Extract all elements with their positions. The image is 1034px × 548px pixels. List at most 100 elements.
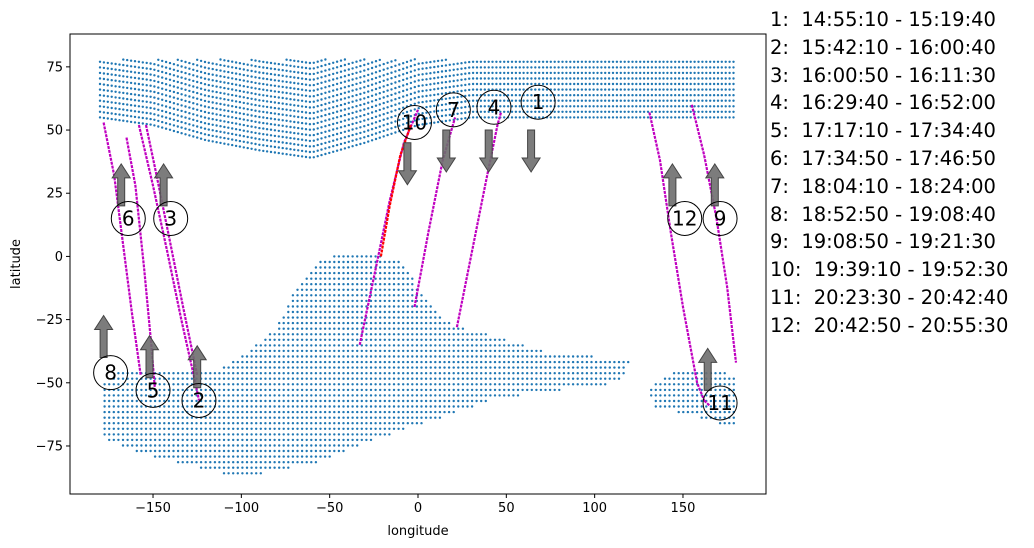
data-dot bbox=[163, 427, 166, 430]
data-dot bbox=[319, 271, 322, 275]
data-dot bbox=[549, 60, 552, 63]
track-7 bbox=[413, 117, 457, 308]
data-dot bbox=[351, 388, 354, 392]
data-dot bbox=[277, 68, 280, 71]
data-dot bbox=[388, 260, 391, 264]
data-dot bbox=[264, 422, 267, 425]
data-dot bbox=[411, 327, 414, 330]
data-dot bbox=[176, 449, 180, 453]
data-dot bbox=[585, 372, 589, 375]
data-dot bbox=[429, 405, 432, 408]
data-dot bbox=[278, 327, 281, 330]
data-dot bbox=[709, 71, 712, 75]
data-dot bbox=[388, 327, 391, 330]
data-dot bbox=[184, 71, 187, 75]
data-dot bbox=[723, 394, 726, 397]
data-dot bbox=[409, 59, 413, 62]
data-dot bbox=[369, 394, 373, 397]
data-dot bbox=[415, 410, 419, 414]
data-dot bbox=[383, 399, 386, 403]
data-dot bbox=[466, 344, 469, 347]
data-dot bbox=[346, 405, 350, 408]
data-dot bbox=[360, 277, 363, 280]
data-dot bbox=[300, 438, 304, 442]
data-dot bbox=[355, 88, 358, 91]
data-dot bbox=[234, 105, 238, 109]
data-dot bbox=[440, 75, 444, 79]
data-dot bbox=[323, 366, 327, 369]
data-dot bbox=[281, 74, 284, 78]
data-dot bbox=[346, 394, 350, 397]
data-dot bbox=[415, 372, 419, 375]
data-dot bbox=[382, 135, 385, 138]
data-dot bbox=[281, 146, 284, 150]
data-dot bbox=[351, 316, 354, 319]
data-dot bbox=[466, 383, 469, 386]
data-dot bbox=[157, 103, 160, 106]
data-dot bbox=[203, 138, 207, 142]
data-dot bbox=[452, 372, 455, 375]
data-dot bbox=[236, 433, 239, 436]
data-dot bbox=[480, 372, 483, 375]
data-dot bbox=[281, 135, 284, 139]
data-dot bbox=[663, 405, 667, 408]
data-dot bbox=[232, 405, 235, 408]
data-dot bbox=[158, 444, 161, 447]
data-dot bbox=[339, 120, 343, 124]
data-dot bbox=[611, 99, 615, 102]
data-dot bbox=[168, 106, 172, 109]
data-dot bbox=[668, 394, 671, 397]
data-dot bbox=[510, 99, 514, 102]
data-dot bbox=[328, 135, 331, 138]
data-dot bbox=[296, 310, 299, 314]
data-dot bbox=[227, 383, 230, 386]
data-dot bbox=[337, 366, 341, 369]
data-dot bbox=[250, 372, 253, 375]
data-dot bbox=[573, 60, 576, 63]
data-dot bbox=[685, 66, 689, 69]
data-dot bbox=[367, 123, 370, 127]
data-dot bbox=[207, 72, 210, 76]
data-dot bbox=[576, 99, 580, 102]
data-dot bbox=[464, 117, 467, 120]
data-dot bbox=[262, 127, 265, 130]
data-dot bbox=[259, 355, 262, 358]
data-dot bbox=[314, 305, 318, 308]
data-dot bbox=[133, 71, 137, 74]
data-dot bbox=[328, 449, 331, 453]
data-dot bbox=[102, 61, 106, 64]
data-dot bbox=[312, 156, 315, 159]
data-dot bbox=[705, 66, 708, 69]
data-dot bbox=[538, 60, 541, 63]
data-dot bbox=[475, 383, 478, 386]
data-dot bbox=[370, 78, 374, 81]
data-dot bbox=[493, 377, 497, 380]
data-dot bbox=[241, 444, 244, 447]
data-dot bbox=[672, 399, 676, 403]
data-dot bbox=[314, 377, 318, 380]
data-dot bbox=[145, 117, 148, 120]
data-dot bbox=[133, 115, 137, 119]
data-dot bbox=[262, 138, 265, 141]
data-dot bbox=[716, 60, 720, 63]
data-dot bbox=[219, 80, 222, 84]
data-dot bbox=[434, 366, 437, 369]
data-dot bbox=[635, 71, 638, 75]
data-dot bbox=[405, 94, 409, 97]
data-dot bbox=[242, 129, 245, 132]
data-dot bbox=[351, 338, 354, 341]
data-dot bbox=[305, 405, 308, 408]
data-dot bbox=[443, 355, 446, 358]
data-dot bbox=[588, 71, 591, 75]
data-dot bbox=[724, 66, 727, 69]
track-12 bbox=[648, 112, 706, 401]
data-dot bbox=[277, 140, 280, 144]
data-dot bbox=[215, 85, 218, 88]
data-dot bbox=[282, 449, 285, 453]
data-dot bbox=[241, 455, 244, 458]
data-dot bbox=[429, 60, 432, 64]
data-dot bbox=[420, 338, 423, 341]
data-dot bbox=[573, 82, 576, 86]
data-dot bbox=[674, 82, 677, 86]
data-dot bbox=[600, 88, 603, 91]
